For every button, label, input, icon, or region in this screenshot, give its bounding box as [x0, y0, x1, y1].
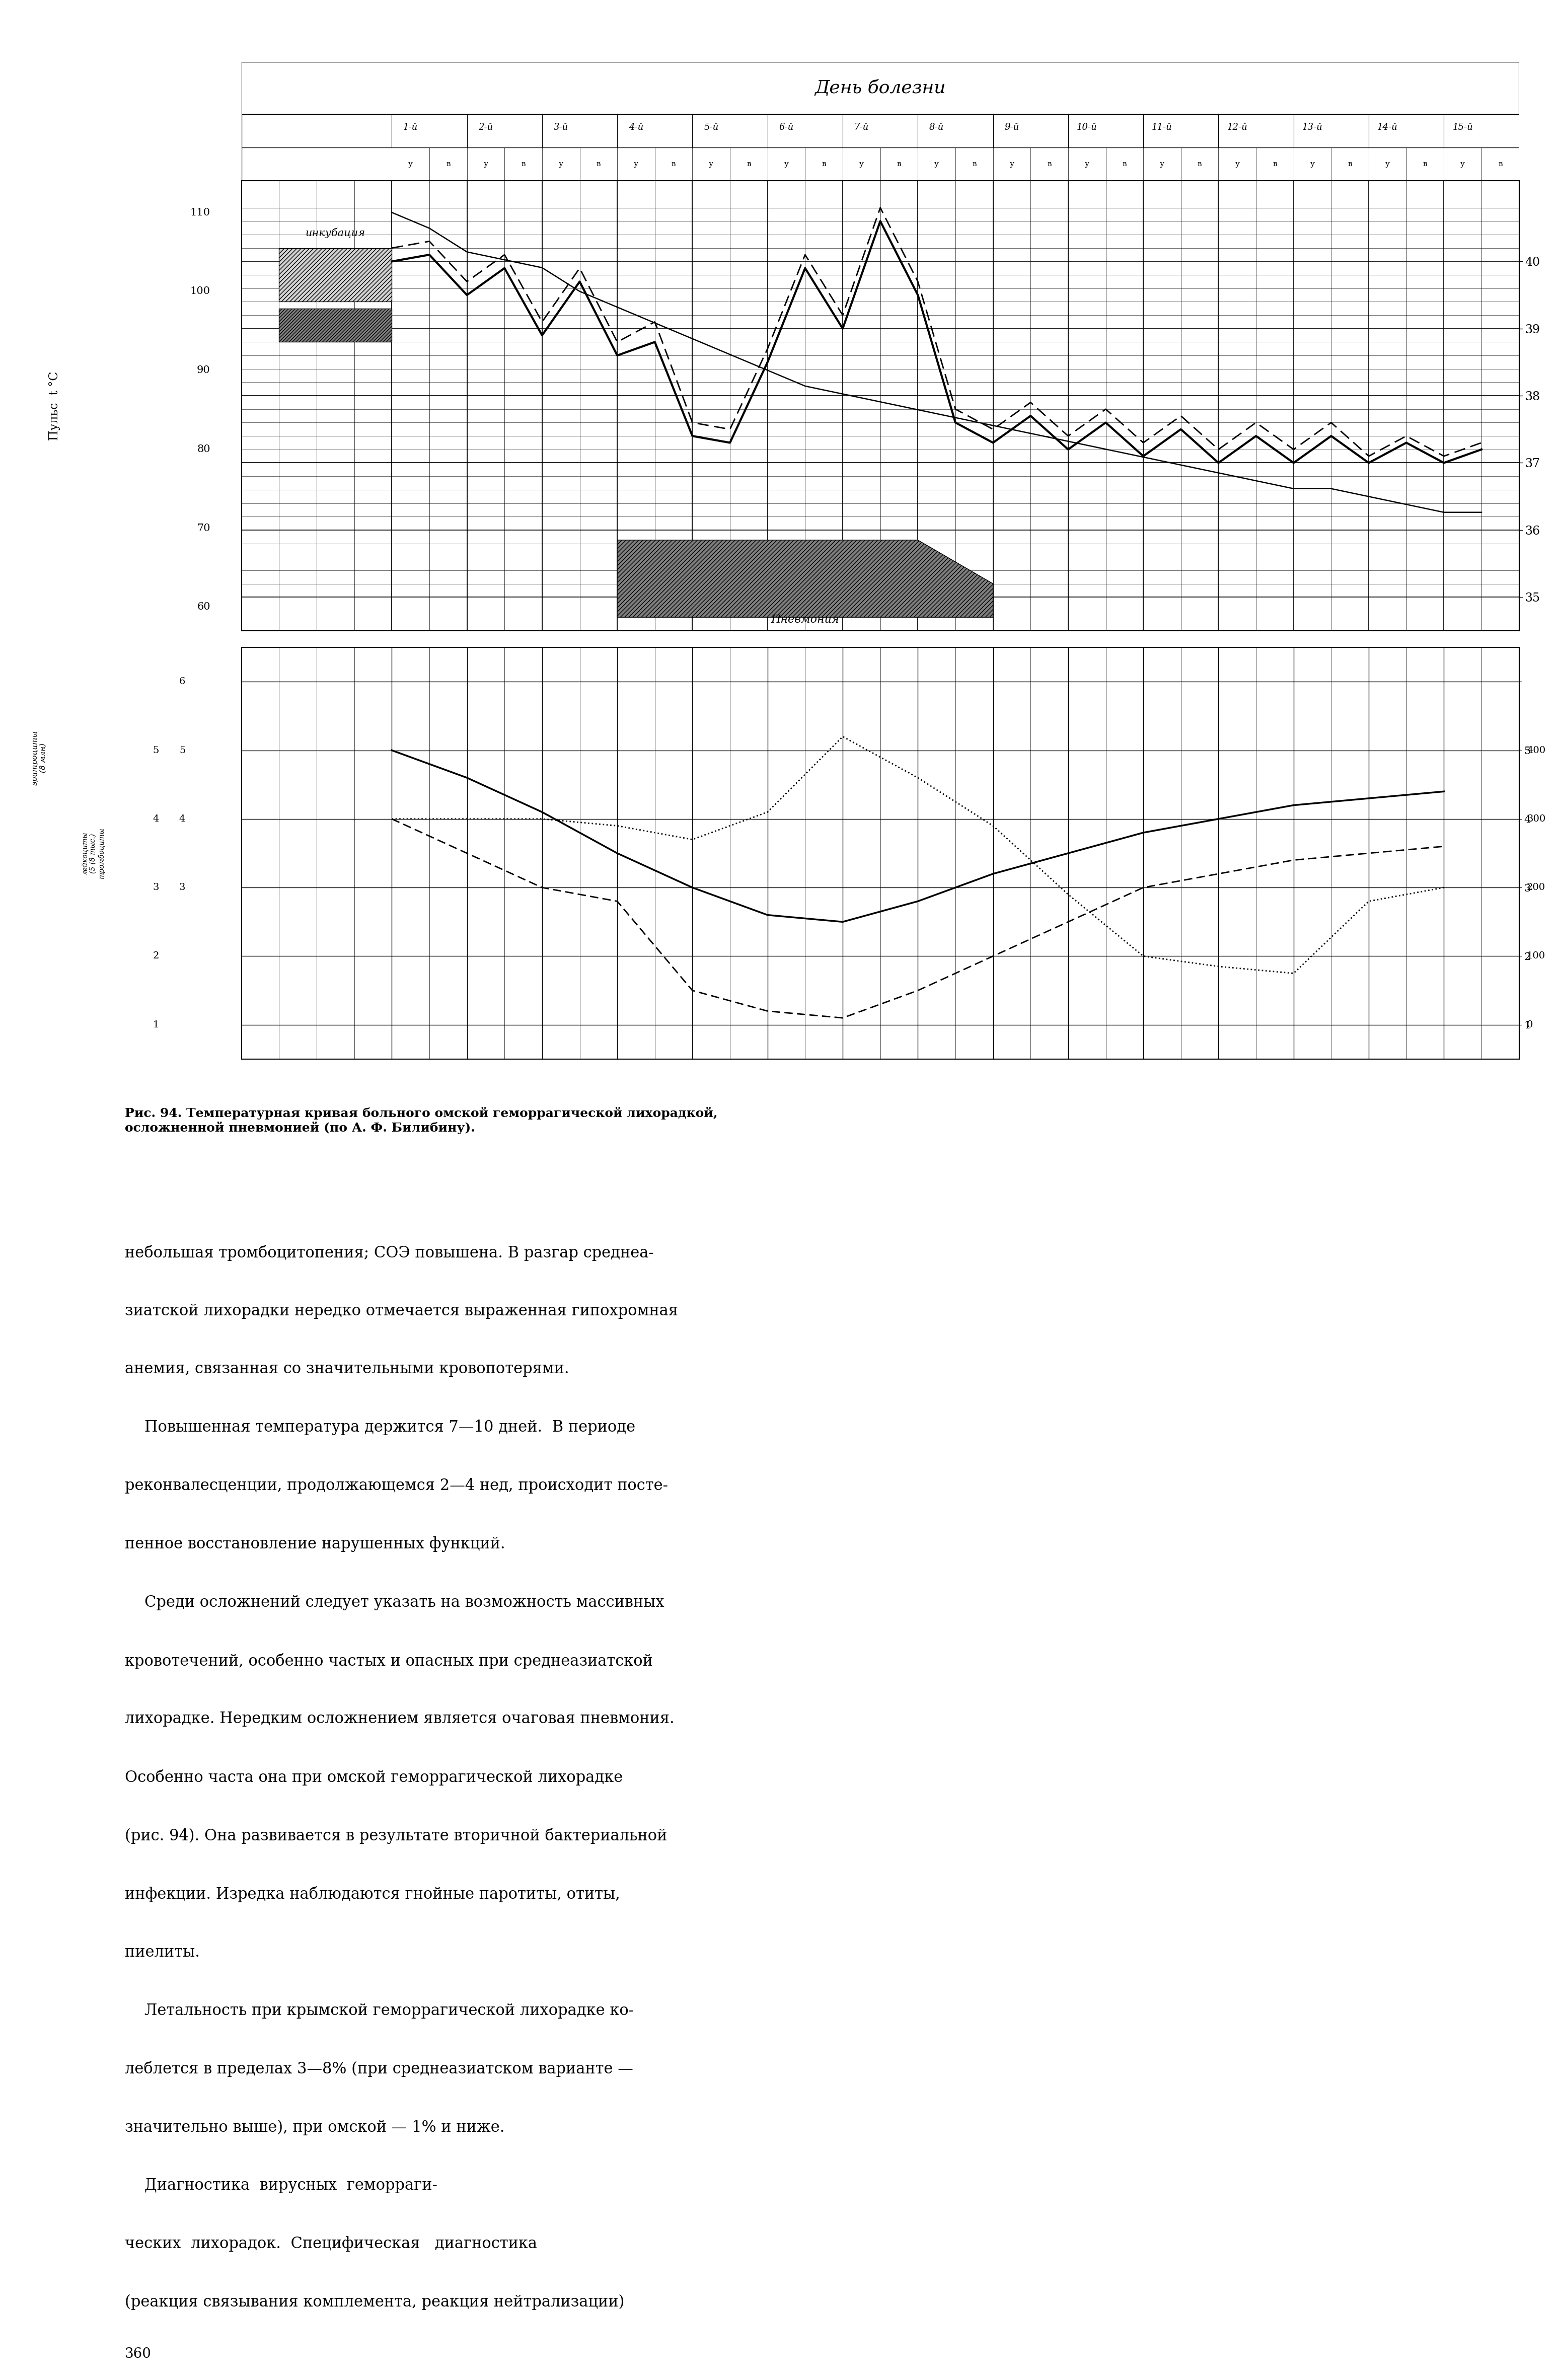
Text: в: в	[746, 162, 751, 167]
Text: Пульс  t °C: Пульс t °C	[48, 371, 61, 440]
Text: в: в	[1122, 162, 1126, 167]
Text: 2-й: 2-й	[478, 124, 492, 133]
Text: у: у	[483, 162, 488, 167]
Text: у: у	[1460, 162, 1465, 167]
Text: инкубация: инкубация	[305, 228, 366, 238]
Text: 6-й: 6-й	[779, 124, 793, 133]
Text: Рис. 94. Температурная кривая больного омской геморрагической лихорадкой,
осложн: Рис. 94. Температурная кривая больного о…	[125, 1107, 717, 1133]
Text: в: в	[597, 162, 600, 167]
Text: 5: 5	[153, 745, 159, 754]
Text: 14-й: 14-й	[1377, 124, 1398, 133]
Text: Повышенная температура держится 7—10 дней.  В периоде: Повышенная температура держится 7—10 дне…	[125, 1418, 636, 1435]
Text: 110: 110	[190, 207, 210, 217]
Text: реконвалесценции, продолжающемся 2—4 нед, происходит посте-: реконвалесценции, продолжающемся 2—4 нед…	[125, 1478, 668, 1495]
Text: инфекции. Изредка наблюдаются гнойные паротиты, отиты,: инфекции. Изредка наблюдаются гнойные па…	[125, 1885, 620, 1902]
Text: пенное восстановление нарушенных функций.: пенное восстановление нарушенных функций…	[125, 1537, 505, 1552]
Text: в: в	[821, 162, 826, 167]
Text: у: у	[1159, 162, 1164, 167]
Text: 300: 300	[1527, 814, 1546, 823]
Text: 3: 3	[153, 883, 159, 893]
Text: эритроциты
(8 млн): эритроциты (8 млн)	[31, 731, 47, 785]
Text: в: в	[522, 162, 525, 167]
Text: 360: 360	[125, 2347, 151, 2361]
Text: (рис. 94). Она развивается в результате вторичной бактериальной: (рис. 94). Она развивается в результате …	[125, 1828, 667, 1845]
Text: у: у	[1235, 162, 1240, 167]
Text: 6: 6	[179, 678, 185, 685]
Text: 70: 70	[196, 524, 210, 533]
Text: 4: 4	[179, 814, 185, 823]
Text: пиелиты.: пиелиты.	[125, 1944, 199, 1961]
Bar	[279, 309, 391, 343]
Text: леблется в пределах 3—8% (при среднеазиатском варианте —: леблется в пределах 3—8% (при среднеазиа…	[125, 2061, 633, 2078]
Text: у: у	[935, 162, 939, 167]
Text: у: у	[1010, 162, 1014, 167]
Text: в: в	[972, 162, 977, 167]
Text: (реакция связывания комплемента, реакция нейтрализации): (реакция связывания комплемента, реакция…	[125, 2294, 625, 2311]
Text: 12-й: 12-й	[1228, 124, 1248, 133]
Text: 100: 100	[1527, 952, 1546, 962]
Text: небольшая тромбоцитопения; СОЭ повышена. В разгар среднеа-: небольшая тромбоцитопения; СОЭ повышена.…	[125, 1245, 653, 1261]
Text: 3-й: 3-й	[553, 124, 569, 133]
Text: у: у	[408, 162, 413, 167]
Text: 2: 2	[153, 952, 159, 962]
Text: 4: 4	[153, 814, 159, 823]
Text: Пневмония: Пневмония	[771, 614, 840, 626]
Text: в: в	[1198, 162, 1201, 167]
Text: в: в	[1348, 162, 1352, 167]
Text: 60: 60	[196, 602, 210, 612]
Text: в: в	[1047, 162, 1052, 167]
Text: 1: 1	[153, 1021, 159, 1028]
Text: у: у	[634, 162, 639, 167]
Text: в: в	[1499, 162, 1502, 167]
Text: День болезни: День болезни	[815, 79, 946, 98]
Text: Диагностика  вирусных  геморраги-: Диагностика вирусных геморраги-	[125, 2178, 438, 2194]
Text: 10-й: 10-й	[1077, 124, 1097, 133]
Text: у: у	[858, 162, 863, 167]
Text: у: у	[784, 162, 788, 167]
Text: лихорадке. Нередким осложнением является очаговая пневмония.: лихорадке. Нередким осложнением является…	[125, 1711, 675, 1728]
Text: 13-й: 13-й	[1302, 124, 1323, 133]
Text: у: у	[1385, 162, 1390, 167]
Text: ческих  лихорадок.  Специфическая   диагностика: ческих лихорадок. Специфическая диагност…	[125, 2237, 538, 2251]
Text: 90: 90	[196, 367, 210, 376]
Text: кровотечений, особенно частых и опасных при среднеазиатской: кровотечений, особенно частых и опасных …	[125, 1652, 653, 1668]
Text: в: в	[1422, 162, 1427, 167]
Text: 5-й: 5-й	[704, 124, 718, 133]
Text: в: в	[671, 162, 676, 167]
Text: Особенно часта она при омской геморрагической лихорадке: Особенно часта она при омской геморрагич…	[125, 1771, 623, 1785]
Text: 4-й: 4-й	[629, 124, 643, 133]
Text: у: у	[559, 162, 562, 167]
Text: у: у	[1084, 162, 1089, 167]
Text: Среди осложнений следует указать на возможность массивных: Среди осложнений следует указать на возм…	[125, 1595, 664, 1611]
Text: 0: 0	[1527, 1021, 1533, 1028]
Text: 80: 80	[196, 445, 210, 455]
Text: 11-й: 11-й	[1151, 124, 1172, 133]
Text: 15-й: 15-й	[1452, 124, 1472, 133]
Text: 7-й: 7-й	[854, 124, 869, 133]
Polygon shape	[617, 540, 992, 616]
Text: анемия, связанная со значительными кровопотерями.: анемия, связанная со значительными крово…	[125, 1361, 569, 1378]
Text: значительно выше), при омской — 1% и ниже.: значительно выше), при омской — 1% и ниж…	[125, 2118, 505, 2135]
Text: 9-й: 9-й	[1005, 124, 1019, 133]
Text: у: у	[709, 162, 714, 167]
Text: 400: 400	[1527, 745, 1546, 754]
Text: Летальность при крымской геморрагической лихорадке ко-: Летальность при крымской геморрагической…	[125, 2002, 634, 2018]
Text: в: в	[446, 162, 450, 167]
Bar	[279, 248, 391, 302]
Text: лейкоциты
(5 (8 тыс.)
тромбоциты: лейкоциты (5 (8 тыс.) тромбоциты	[81, 828, 106, 878]
Text: 1-й: 1-й	[404, 124, 418, 133]
Text: 3: 3	[179, 883, 185, 893]
Text: в: в	[1273, 162, 1278, 167]
Text: у: у	[1310, 162, 1315, 167]
Text: 200: 200	[1527, 883, 1546, 893]
Text: зиатской лихорадки нередко отмечается выраженная гипохромная: зиатской лихорадки нередко отмечается вы…	[125, 1304, 678, 1319]
Text: 8-й: 8-й	[929, 124, 944, 133]
Text: в: в	[897, 162, 901, 167]
Text: 5: 5	[179, 745, 185, 754]
Text: 100: 100	[190, 286, 210, 295]
